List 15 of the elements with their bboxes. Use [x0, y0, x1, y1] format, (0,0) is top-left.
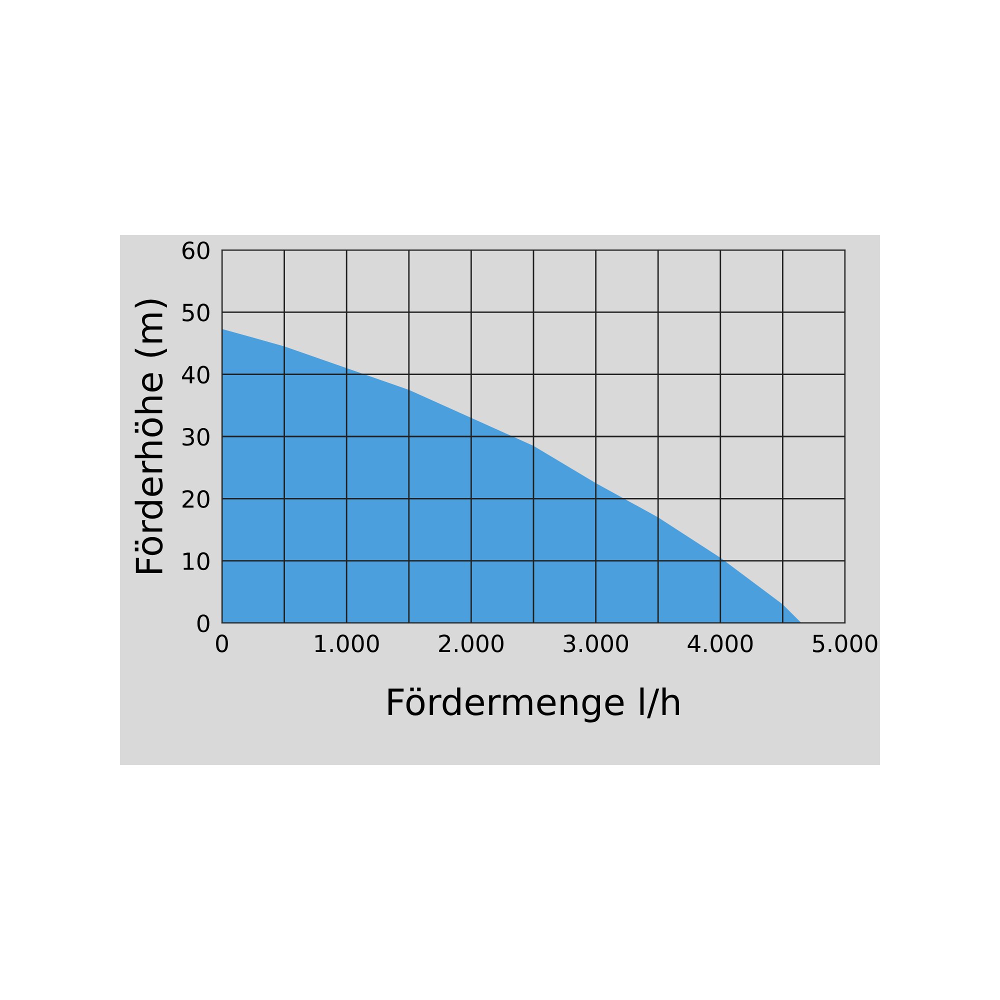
- x-tick-label: 0: [216, 634, 228, 652]
- y-tick-label: 40: [182, 366, 210, 384]
- x-tick-label: 4.000: [688, 634, 753, 652]
- y-tick-label: 0: [197, 614, 210, 632]
- y-axis-title: Förderhöhe (m): [134, 300, 167, 573]
- x-tick-label: 1.000: [315, 634, 379, 652]
- y-tick-label: 20: [182, 490, 210, 508]
- y-tick-label: 30: [182, 428, 210, 446]
- y-tick-label: 10: [183, 552, 210, 570]
- x-axis-title: Fördermenge l/h: [388, 688, 679, 722]
- y-tick-label: 60: [182, 241, 210, 260]
- y-tick-label: 50: [182, 304, 210, 322]
- x-tick-label: 3.000: [564, 634, 628, 652]
- x-tick-label: 5.000: [813, 634, 878, 652]
- x-tick-label: 2.000: [439, 634, 504, 652]
